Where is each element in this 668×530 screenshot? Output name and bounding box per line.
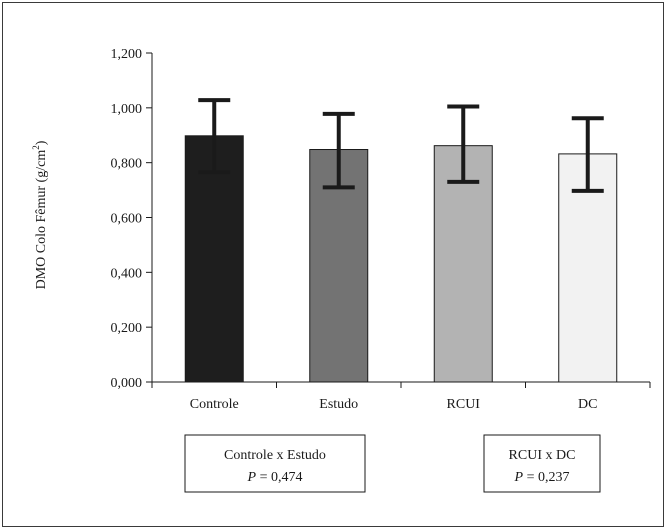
x-tick-label: Controle	[190, 397, 239, 412]
y-tick-label: 1,200	[111, 47, 143, 62]
y-tick-label: 0,200	[111, 321, 143, 336]
y-tick-label: 0,600	[111, 212, 143, 227]
bar-rcui	[433, 145, 493, 383]
x-tick-label: Estudo	[319, 397, 358, 412]
bars	[184, 135, 618, 383]
y-tick-label: 0,400	[111, 266, 143, 281]
x-tick-label: RCUI	[447, 397, 481, 412]
x-axis: Controle Estudo RCUI DC	[151, 381, 651, 412]
comparison-box-1-title: Controle x Estudo	[224, 448, 326, 463]
y-axis-label: DMO Colo Fêmur (g/cm2)	[31, 140, 49, 289]
bar-controle	[184, 135, 244, 383]
error-bars	[198, 98, 604, 193]
y-axis: 0,000 0,200 0,400 0,600 0,800 1,000 1,200	[111, 47, 153, 391]
comparison-box-2: RCUI x DC P = 0,237	[483, 434, 601, 493]
y-tick-label: 0,800	[111, 157, 143, 172]
comparison-box-1-pvalue: P = 0,474	[247, 470, 303, 485]
comparison-box-2-pvalue: P = 0,237	[514, 470, 570, 485]
comparison-box-1: Controle x Estudo P = 0,474	[184, 434, 366, 493]
y-tick-label: 0,000	[111, 376, 143, 391]
x-tick-label: DC	[578, 397, 597, 412]
y-tick-label: 1,000	[111, 102, 143, 117]
comparison-box-2-title: RCUI x DC	[509, 448, 576, 463]
